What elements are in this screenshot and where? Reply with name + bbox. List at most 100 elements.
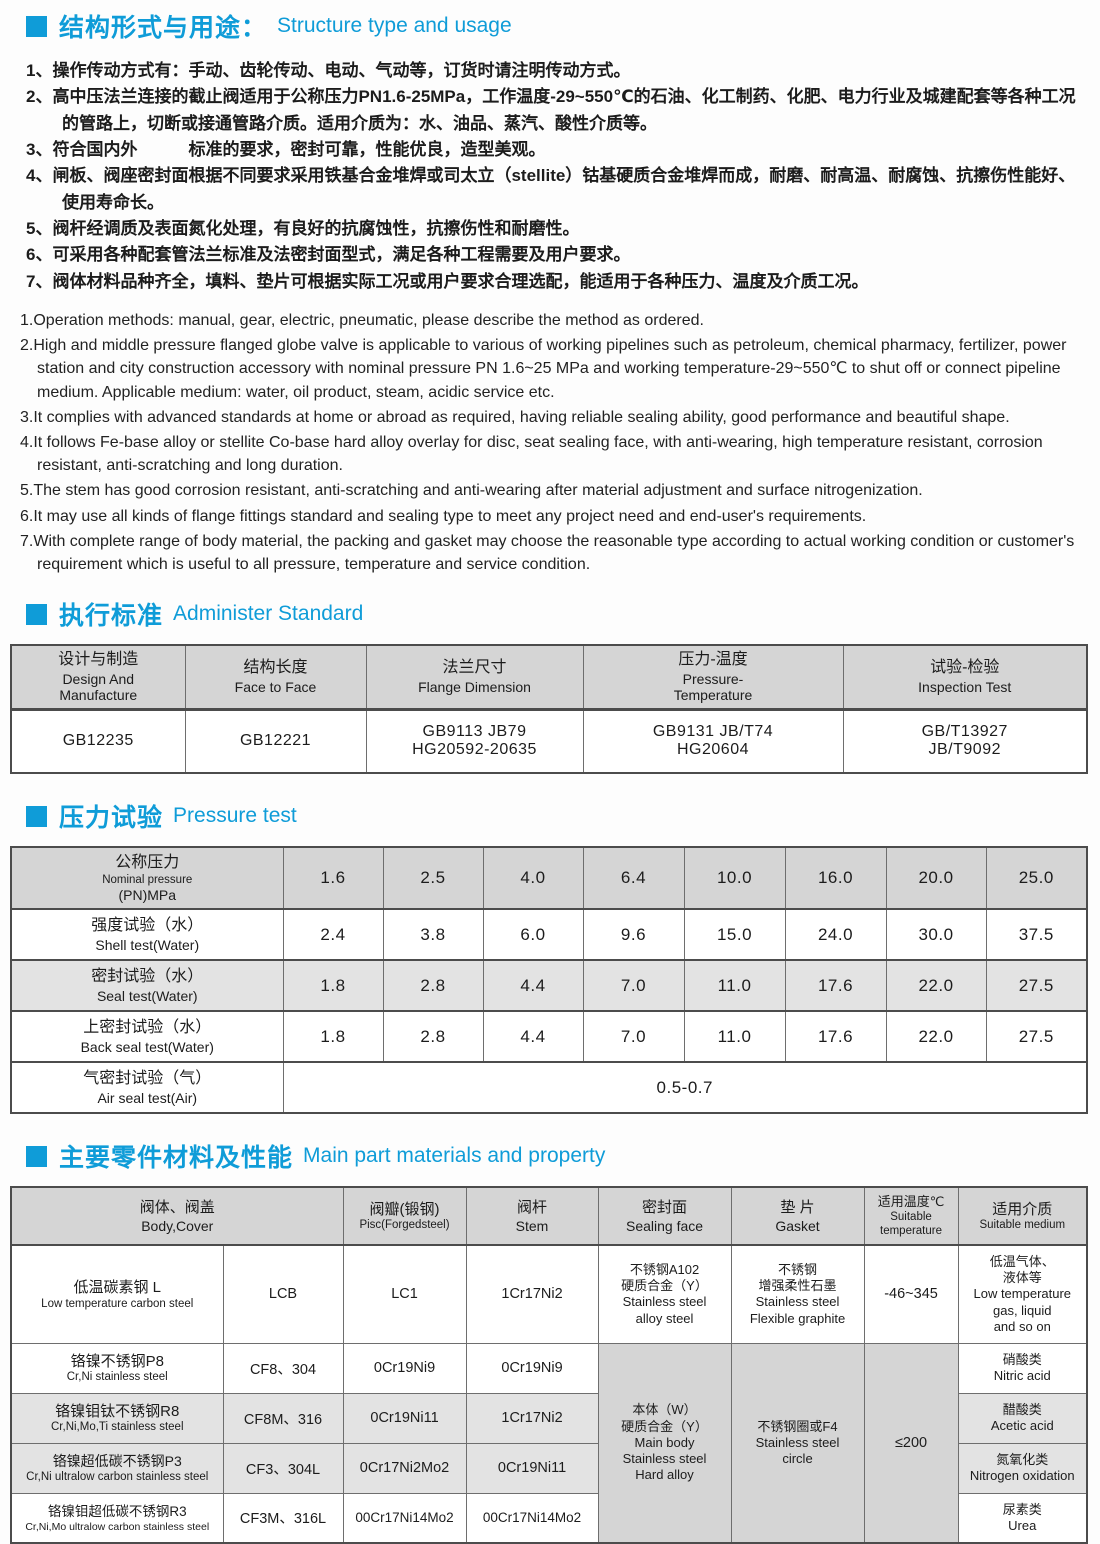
list-item: 2、高中压法兰连接的截止阀适用于公称压力PN1.6-25MPa，工作温度-29~…	[26, 87, 1076, 133]
header-cell: 阀体、阀盖 Body,Cover	[10, 1186, 344, 1247]
test-value: 27.5	[985, 959, 1088, 1012]
section-marker-icon	[26, 603, 47, 625]
list-item: 1.Operation methods: manual, gear, elect…	[20, 312, 704, 330]
administer-standard-table: 设计与制造 Design And Manufacture 结构长度 Face to …	[10, 644, 1088, 775]
materials-table: 阀体、阀盖 Body,Cover 阀瓣(锻钢) Pisc(Forgedsteel) …	[10, 1186, 1089, 1544]
gasket-merged-value: 不锈钢圈或F4 Stainless steel circle	[730, 1342, 865, 1544]
table-row: 密封试验（水） Seal test(Water) 1.8 2.8 4.4 7.0 …	[10, 959, 1088, 1012]
stem-value: 0Cr19Ni9	[465, 1342, 599, 1394]
temperature-merged-value: ≤200	[863, 1342, 959, 1544]
table-row: 气密封试验（气） Air seal test(Air) 0.5-0.7	[10, 1061, 1088, 1114]
temperature-value: -46~345	[863, 1244, 959, 1344]
list-item: 4、闸板、阀座密封面根据不同要求采用铁基合金堆焊或司太立（stellite）钴基…	[26, 166, 1076, 212]
test-value: 4.4	[482, 1010, 584, 1063]
pn-value: 16.0	[784, 846, 887, 910]
material-name: 铬镍超低碳不锈钢P3 Cr,Ni ultralow carbon stainles…	[10, 1442, 224, 1494]
list-item: 4.It follows Fe-base alloy or stellite C…	[20, 434, 1043, 475]
table-row: 强度试验（水） Shell test(Water) 2.4 3.8 6.0 9.6…	[10, 908, 1088, 961]
test-value: 2.4	[282, 908, 384, 961]
gasket-value: 不锈钢 增强柔性石墨 Stainless steel Flexible grap…	[730, 1244, 865, 1344]
test-value: 3.8	[382, 908, 484, 961]
air-seal-value: 0.5-0.7	[282, 1061, 1088, 1114]
section-title-en: Pressure test	[173, 804, 297, 828]
section-materials-title: 主要零件材料及性能 Main part materials and proper…	[26, 1138, 1090, 1174]
standard-value: GB9113 JB79 HG20592-20635	[365, 708, 584, 774]
grade-value: LCB	[222, 1244, 344, 1344]
test-value: 7.0	[582, 959, 685, 1012]
section-title-cn: 主要零件材料及性能	[59, 1144, 294, 1173]
test-value: 24.0	[784, 908, 887, 961]
test-value: 6.0	[482, 908, 584, 961]
table-header-row: 设计与制造 Design And Manufacture 结构长度 Face to …	[10, 644, 1088, 711]
test-value: 1.8	[282, 959, 384, 1012]
pn-value: 4.0	[482, 846, 584, 910]
list-item: 5.The stem has good corrosion resistant,…	[20, 482, 923, 500]
table-row: GB12235 GB12221 GB9113 JB79 HG20592-2063…	[10, 708, 1088, 774]
table-row: 上密封试验（水） Back seal test(Water) 1.8 2.8 4.…	[10, 1010, 1088, 1063]
section-title-en: Administer Standard	[173, 602, 364, 626]
header-cell: 适用温度℃ Suitable temperature	[863, 1186, 959, 1247]
test-value: 1.8	[282, 1010, 384, 1063]
pn-value: 20.0	[885, 846, 987, 910]
section-title-en: Main part materials and property	[303, 1144, 606, 1168]
header-cell: 设计与制造 Design And Manufacture	[10, 644, 186, 711]
list-item: 6.It may use all kinds of flange fitting…	[20, 507, 867, 525]
section-title-cn: 执行标准	[59, 602, 164, 631]
section-structure-title: 结构形式与用途： Structure type and usage	[26, 8, 1090, 44]
header-cell: 阀杆 Stem	[465, 1186, 599, 1247]
section-marker-icon	[26, 1145, 47, 1167]
list-item: 2.High and middle pressure flanged globe…	[20, 337, 1067, 401]
structure-cn-list: 1、操作传动方式有：手动、齿轮传动、电动、气动等，订货时请注明传动方式。 2、高…	[26, 58, 1090, 295]
medium-value: 尿素类 Urea	[957, 1492, 1088, 1544]
standard-value: GB12235	[10, 708, 186, 774]
test-value: 11.0	[683, 959, 786, 1012]
medium-value: 硝酸类 Nitric acid	[957, 1342, 1088, 1394]
disc-value: 0Cr17Ni2Mo2	[342, 1442, 467, 1494]
sealing-face-merged-value: 本体（W） 硬质合金（Y） Main body Stainless steel …	[597, 1342, 732, 1544]
medium-value: 氮氧化类 Nitrogen oxidation	[957, 1442, 1088, 1494]
list-item: 1、操作传动方式有：手动、齿轮传动、电动、气动等，订货时请注明传动方式。	[26, 61, 631, 80]
pn-value: 25.0	[985, 846, 1088, 910]
standard-value: GB9131 JB/T74 HG20604	[582, 708, 844, 774]
header-cell: 垫 片 Gasket	[730, 1186, 865, 1247]
structure-en-list: 1.Operation methods: manual, gear, elect…	[20, 309, 1090, 576]
table-header-row: 阀体、阀盖 Body,Cover 阀瓣(锻钢) Pisc(Forgedsteel) …	[10, 1186, 1088, 1247]
list-item: 3、符合国内外 标准的要求，密封可靠，性能优良，造型美观。	[26, 140, 546, 160]
test-value: 4.4	[482, 959, 584, 1012]
table-header-row: 公称压力 Nominal pressure (PN)MPa 1.6 2.5 4.…	[10, 846, 1088, 910]
standard-value: GB12221	[184, 708, 367, 774]
grade-value: CF8、304	[222, 1342, 344, 1394]
sealing-face-value: 不锈钢A102 硬质合金（Y） Stainless steel alloy st…	[597, 1244, 732, 1344]
test-value: 37.5	[985, 908, 1088, 961]
pressure-test-table: 公称压力 Nominal pressure (PN)MPa 1.6 2.5 4.…	[10, 846, 1088, 1115]
row-label: 气密封试验（气） Air seal test(Air)	[10, 1061, 284, 1114]
disc-value: LC1	[342, 1244, 467, 1344]
list-item: 6、可采用各种配套管法兰标准及法密封面型式，满足各种工程需要及用户要求。	[26, 245, 631, 265]
header-cell: 试验-检验 Inspection Test	[842, 644, 1088, 711]
test-value: 2.8	[382, 959, 484, 1012]
disc-value: 0Cr19Ni11	[342, 1392, 467, 1444]
stem-value: 1Cr17Ni2	[465, 1392, 599, 1444]
grade-value: CF8M、316	[222, 1392, 344, 1444]
test-value: 7.0	[582, 1010, 685, 1063]
list-item: 5、阀杆经调质及表面氮化处理，有良好的抗腐蚀性，抗擦伤性和耐磨性。	[26, 219, 580, 239]
header-cell: 阀瓣(锻钢) Pisc(Forgedsteel)	[342, 1186, 467, 1247]
test-value: 9.6	[582, 908, 685, 961]
test-value: 15.0	[683, 908, 786, 961]
section-title-en: Structure type and usage	[277, 14, 512, 37]
header-cell: 结构长度 Face to Face	[184, 644, 367, 711]
header-cell: 法兰尺寸 Flange Dimension	[365, 644, 584, 711]
pn-value: 2.5	[382, 846, 484, 910]
row-label: 强度试验（水） Shell test(Water)	[10, 908, 284, 961]
header-cell: 压力-温度 Pressure- Temperature	[582, 644, 844, 711]
table-row: 铬镍不锈钢P8 Cr,Ni stainless steel CF8、304 0Cr…	[10, 1342, 1088, 1544]
material-name: 铬镍钼钛不锈钢R8 Cr,Ni,Mo,Ti stainless steel	[10, 1392, 224, 1444]
header-cell: 适用介质 Suitable medium	[957, 1186, 1088, 1247]
material-name: 低温碳素钢 L Low temperature carbon steel	[10, 1244, 224, 1344]
test-value: 22.0	[885, 959, 987, 1012]
row-label: 上密封试验（水） Back seal test(Water)	[10, 1010, 284, 1063]
pn-value: 1.6	[282, 846, 384, 910]
section-standard-title: 执行标准 Administer Standard	[26, 596, 1090, 632]
test-value: 11.0	[683, 1010, 786, 1063]
